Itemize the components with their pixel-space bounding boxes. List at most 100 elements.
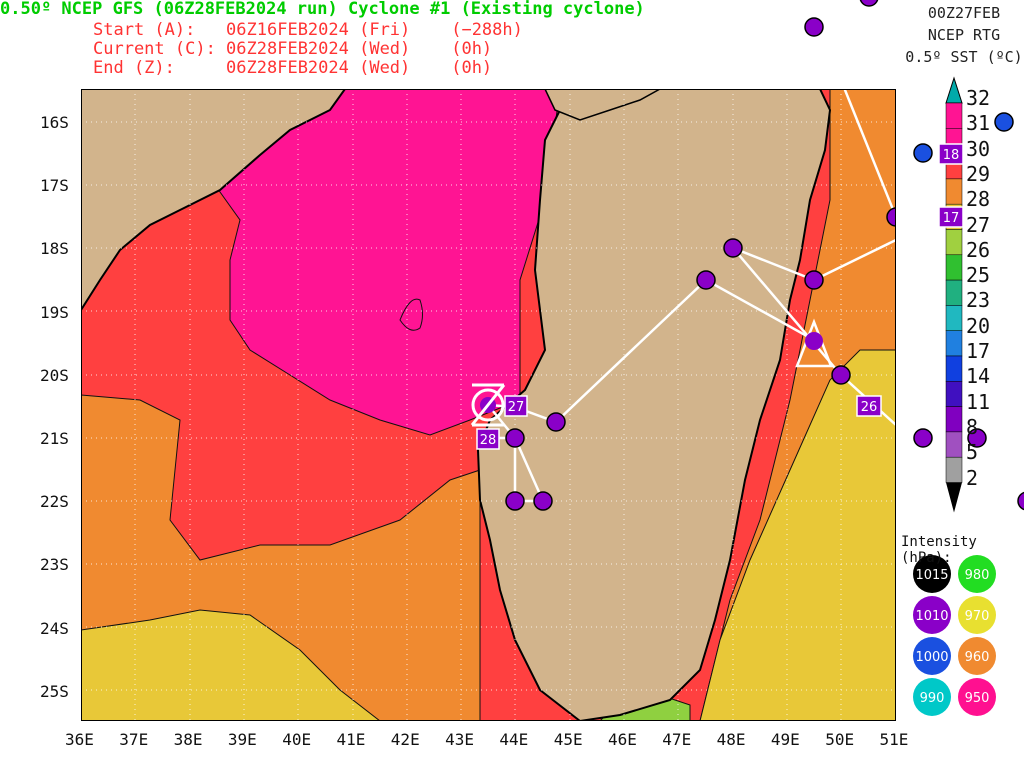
sst-source: NCEP RTG [927, 26, 1001, 44]
day-label-26: 26 [861, 400, 878, 415]
lon-tick-label: 39E [227, 730, 257, 749]
colorbar-label: 8 [966, 414, 979, 439]
colorbar-segment [945, 279, 963, 306]
lon-tick-label: 37E [119, 730, 149, 749]
current-time-label: Current (C): 06Z28FEB2024 (Wed) (0h) [93, 39, 493, 59]
intensity-swatch [958, 596, 996, 634]
colorbar-segment [945, 456, 963, 483]
lon-tick-label: 51E [879, 730, 909, 749]
sst-unit-label: 0.5º SST (ºC) [905, 48, 1023, 66]
offmap-blue-points [913, 112, 1014, 163]
intensity-swatch [958, 637, 996, 675]
colorbar-segment [945, 102, 963, 129]
lat-tick-label: 22S [40, 492, 69, 512]
intensity-label: 1015 [915, 568, 948, 583]
colorbar-label: 11 [966, 389, 991, 414]
colorbar-label: 27 [966, 212, 991, 237]
intensity-legend: 1015 980 1010 970 1000 960 990 950 [913, 555, 996, 716]
colorbar-label: 17 [966, 339, 991, 363]
lat-tick-label: 19S [40, 302, 69, 322]
lon-tick-label: 42E [390, 730, 420, 749]
colorbar-segment [945, 229, 963, 256]
colorbar-segment [945, 431, 963, 458]
lat-tick-label: 16S [40, 113, 69, 132]
colorbar-label: 29 [966, 161, 991, 186]
colorbar-segment [945, 305, 963, 331]
africa-landmass [81, 89, 347, 312]
colorbar-label: 28 [966, 187, 991, 212]
lon-tick-label: 50E [825, 730, 855, 749]
sst-region-27-sw [81, 609, 381, 721]
lat-tick-label: 23S [40, 555, 69, 575]
lat-tick-label: 18S [40, 239, 69, 259]
colorbar-segment [945, 381, 963, 407]
sst-field [81, 89, 896, 721]
intensity-label: 970 [965, 609, 990, 624]
lon-tick-label: 46E [608, 730, 637, 749]
lon-tick-label: 48E [716, 730, 746, 749]
colorbar-label: 14 [966, 364, 991, 389]
lat-tick-label: 17S [40, 176, 69, 196]
colorbar-segment [945, 355, 963, 382]
end-time-label: End (Z): 06Z28FEB2024 (Wed) (0h) [93, 58, 493, 78]
north-landmass [544, 89, 661, 121]
lon-tick-label: 36E [65, 730, 94, 749]
sst-region-30-small [399, 298, 423, 331]
lon-tick-label: 38E [173, 730, 203, 749]
intensity-swatch [958, 678, 996, 716]
colorbar-label: 2 [966, 465, 979, 490]
lat-tick-label: 21S [40, 429, 69, 448]
lon-tick-label: 40E [282, 730, 312, 749]
colorbar-label: 30 [966, 136, 991, 161]
colorbar-top-arrow [945, 76, 963, 104]
colorbar-segment [945, 406, 963, 433]
lat-tick-label: 25S [40, 681, 69, 701]
grid-lines [81, 89, 896, 721]
day-label-17: 17 [943, 211, 960, 226]
intensity-swatch [913, 596, 951, 634]
intensity-swatch [913, 678, 951, 716]
lat-tick-label: 24S [40, 618, 69, 638]
offmap-points [804, 0, 1024, 511]
colorbar-label: 5 [966, 440, 979, 465]
lon-tick-label: 44E [499, 730, 529, 749]
lon-tick-label: 43E [445, 730, 474, 749]
lon-tick-label: 45E [553, 730, 583, 749]
colorbar-segment [945, 178, 963, 205]
colorbar-label: 20 [966, 313, 991, 338]
colorbar-label: 31 [966, 111, 991, 136]
intensity-label: 950 [965, 691, 990, 706]
intensity-label: 1010 [915, 609, 948, 624]
colorbar-bottom-arrow [946, 482, 962, 513]
map-title: 0.50º NCEP GFS (06Z28FEB2024 run) Cyclon… [0, 0, 645, 19]
start-time-label: Start (A): 06Z16FEB2024 (Fri) (−288h) [93, 20, 523, 40]
intensity-label: 1000 [915, 650, 948, 665]
track-points [505, 207, 896, 511]
intensity-legend-title: Intensity (hPa): [901, 534, 977, 566]
sst-colorbar [945, 76, 963, 513]
lon-tick-label: 47E [662, 730, 692, 749]
intensity-swatch [913, 555, 951, 593]
cyclone-start-marker [795, 318, 833, 368]
track-point[interactable] [805, 332, 823, 350]
colorbar-segment [945, 330, 963, 357]
colorbar-label: 32 [966, 86, 991, 110]
intensity-swatch [958, 555, 996, 593]
colorbar-label: 26 [966, 237, 991, 262]
track-day-labels: 27 28 26 18 17 [476, 143, 964, 450]
colorbar-label: 23 [966, 288, 991, 313]
day-label-28: 28 [480, 433, 497, 448]
colorbar-segment [945, 254, 963, 281]
intensity-label: 960 [965, 650, 990, 665]
lon-tick-label: 49E [770, 730, 800, 749]
colorbar-label: 25 [966, 263, 991, 288]
sst-analysis-time: 00Z27FEB [927, 4, 1001, 22]
cyclone-symbol [470, 383, 506, 427]
current-position-marker [471, 388, 505, 422]
lat-tick-label: 20S [40, 365, 69, 385]
intensity-label: 980 [965, 568, 990, 583]
intensity-swatch [913, 637, 951, 675]
day-label-18: 18 [943, 148, 960, 163]
intensity-label: 990 [920, 691, 945, 706]
